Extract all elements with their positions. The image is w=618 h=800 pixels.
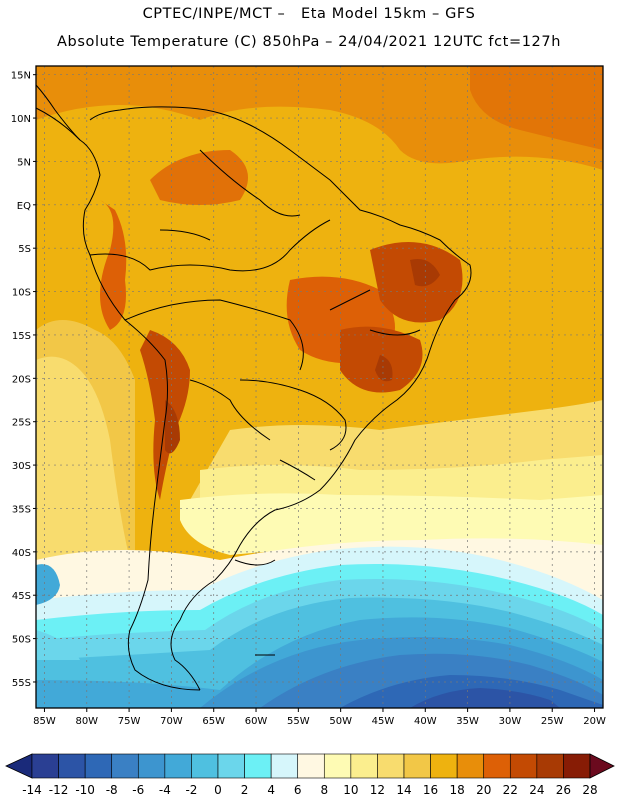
colorbar-box — [430, 753, 458, 779]
colorbar-box — [377, 753, 405, 779]
map-frame — [35, 65, 604, 709]
lat-tick-label: 30S — [12, 461, 31, 472]
lon-tick-label: 80W — [75, 716, 98, 727]
colorbar-tick-label: 0 — [214, 783, 222, 797]
colorbar-tick-label: -12 — [49, 783, 69, 797]
colorbar-box — [456, 753, 485, 779]
colorbar-tick-label: -2 — [185, 783, 197, 797]
colorbar-boxes — [5, 753, 615, 779]
colorbar-box — [297, 753, 325, 779]
colorbar-box — [563, 753, 591, 779]
lon-tick-label: 85W — [33, 716, 56, 727]
lat-tick-label: 15N — [11, 71, 31, 82]
colorbar-box — [403, 753, 431, 779]
colorbar-box — [350, 753, 378, 779]
colorbar-box — [84, 753, 113, 779]
colorbar-box — [137, 753, 166, 779]
colorbar-labels: -14 -12 -10 -8 -6 -4 -2 0 2 4 6 8 10 12 14 16 18 20 22 24 26… — [22, 783, 597, 797]
colorbar-tick-label: -4 — [159, 783, 171, 797]
lon-tick-label: 20W — [583, 716, 606, 727]
lon-tick-label: 50W — [329, 716, 352, 727]
lat-tick-label: 15S — [12, 331, 31, 342]
lon-tick-label: 55W — [287, 716, 310, 727]
colorbar-box — [483, 753, 511, 779]
lon-tick-label: 60W — [245, 716, 268, 727]
lat-tick-label: 20S — [12, 374, 31, 385]
colorbar-tick-label: -14 — [22, 783, 42, 797]
colorbar-tick-label: 16 — [423, 783, 438, 797]
lat-tick-label: 5N — [17, 157, 31, 168]
lon-tick-label: 30W — [499, 716, 522, 727]
colorbar-tick-label: 24 — [529, 783, 544, 797]
lon-tick-label: 70W — [160, 716, 183, 727]
colorbar-tick-label: 14 — [396, 783, 411, 797]
lat-tick-label: 35S — [12, 504, 31, 515]
lat-tick-label: 50S — [12, 635, 31, 646]
colorbar-tick-label: 28 — [582, 783, 597, 797]
lat-tick-label: 10S — [12, 288, 31, 299]
coastlines — [35, 84, 472, 691]
title-line-2: Absolute Temperature (C) 850hPa – 24/04/… — [57, 34, 561, 50]
lat-tick-label: 10N — [11, 114, 31, 125]
lon-tick-label: 65W — [202, 716, 225, 727]
lon-tick-label: 40W — [414, 716, 437, 727]
lon-axis-labels: 85W 80W 75W 70W 65W 60W 55W 50W 45W 40W 35W 30W 25W 2… — [33, 708, 606, 727]
colorbar-box — [164, 753, 192, 779]
title-line-1: CPTEC/INPE/MCT – Eta Model 15km – GFS — [142, 6, 476, 22]
map-field — [36, 66, 603, 708]
colorbar-max-arrow — [589, 753, 615, 779]
lat-axis-labels: 15N 10N 5N EQ 5S 10S 15S 20S 25S 30S 35S 40S 45S 50S 5… — [11, 71, 36, 689]
lat-tick-label: 55S — [12, 678, 31, 689]
colorbar-tick-label: 8 — [320, 783, 328, 797]
colorbar-tick-label: 4 — [267, 783, 275, 797]
colorbar-tick-label: 10 — [343, 783, 358, 797]
colorbar-box — [244, 753, 272, 779]
colorbar-tick-label: 12 — [370, 783, 385, 797]
colorbar-box — [323, 753, 352, 779]
colorbar-box — [111, 753, 139, 779]
colorbar-tick-label: 18 — [450, 783, 465, 797]
colorbar-min-arrow — [5, 753, 33, 779]
colorbar-tick-label: 2 — [241, 783, 249, 797]
colorbar-tick-label: 20 — [476, 783, 491, 797]
colorbar-tick-label: 6 — [294, 783, 302, 797]
lon-tick-label: 75W — [118, 716, 141, 727]
colorbar-tick-label: -8 — [106, 783, 118, 797]
colorbar-box — [270, 753, 299, 779]
lat-tick-label: 25S — [12, 418, 31, 429]
lat-tick-label: 45S — [12, 591, 31, 602]
lat-tick-label: 5S — [18, 244, 31, 255]
colorbar-tick-label: -6 — [132, 783, 144, 797]
graticule — [36, 66, 603, 708]
colorbar-box — [509, 753, 538, 779]
colorbar-box — [31, 753, 59, 779]
colorbar-box — [58, 753, 86, 779]
colorbar-box — [191, 753, 219, 779]
lat-tick-label: 40S — [12, 548, 31, 559]
colorbar-box — [217, 753, 245, 779]
lon-tick-label: 25W — [541, 716, 564, 727]
colorbar-tick-label: 26 — [556, 783, 571, 797]
lon-tick-label: 45W — [372, 716, 395, 727]
colorbar-box — [536, 753, 564, 779]
lat-tick-label: EQ — [17, 201, 31, 212]
lon-tick-label: 35W — [456, 716, 479, 727]
colorbar-tick-label: -10 — [75, 783, 95, 797]
colorbar-tick-label: 22 — [503, 783, 518, 797]
